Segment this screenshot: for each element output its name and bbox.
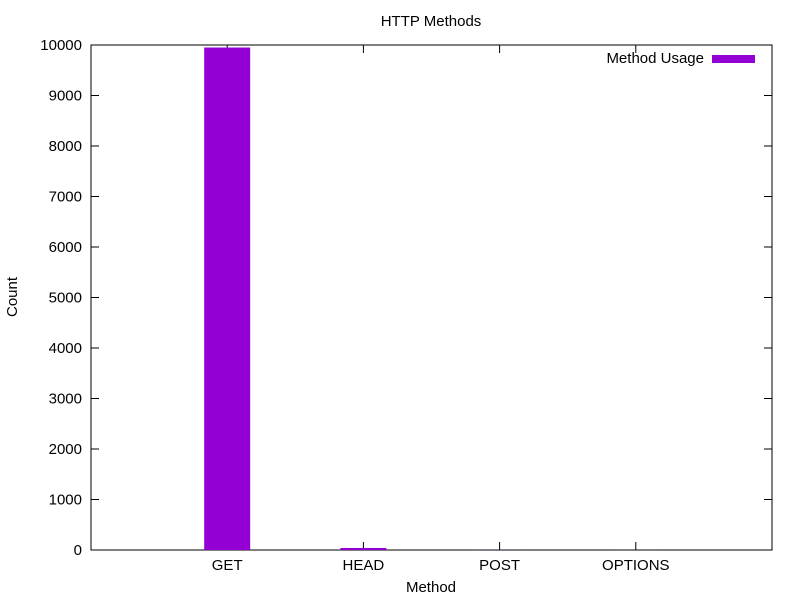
x-tick-label: HEAD [343,557,385,574]
x-tick-label: GET [212,557,243,574]
legend-swatch [712,55,755,63]
y-tick-label: 0 [74,542,82,559]
bars [204,48,659,550]
y-tick-label: 8000 [49,138,82,155]
y-axis-ticks: 0 1000 2000 3000 4000 5000 6000 7000 8000 9000 100… [40,37,772,559]
y-tick-label: 4000 [49,340,82,357]
y-tick-label: 9000 [49,88,82,105]
y-tick-label: 7000 [49,189,82,206]
bar-get [204,48,250,550]
x-axis-label: Method [406,579,456,596]
x-axis-ticks: GET HEAD POST OPTIONS [212,45,670,574]
y-axis-label: Count [4,276,21,317]
y-tick-label: 1000 [49,492,82,509]
bar-head [340,548,386,550]
y-tick-label: 5000 [49,290,82,307]
y-tick-label: 10000 [40,37,82,54]
legend-label: Method Usage [606,50,704,67]
plot-frame [91,45,772,550]
legend: Method Usage [606,50,755,67]
x-tick-label: POST [479,557,520,574]
x-tick-label: OPTIONS [602,557,670,574]
y-tick-label: 6000 [49,239,82,256]
y-tick-label: 3000 [49,391,82,408]
chart-title: HTTP Methods [381,13,482,30]
y-tick-label: 2000 [49,441,82,458]
